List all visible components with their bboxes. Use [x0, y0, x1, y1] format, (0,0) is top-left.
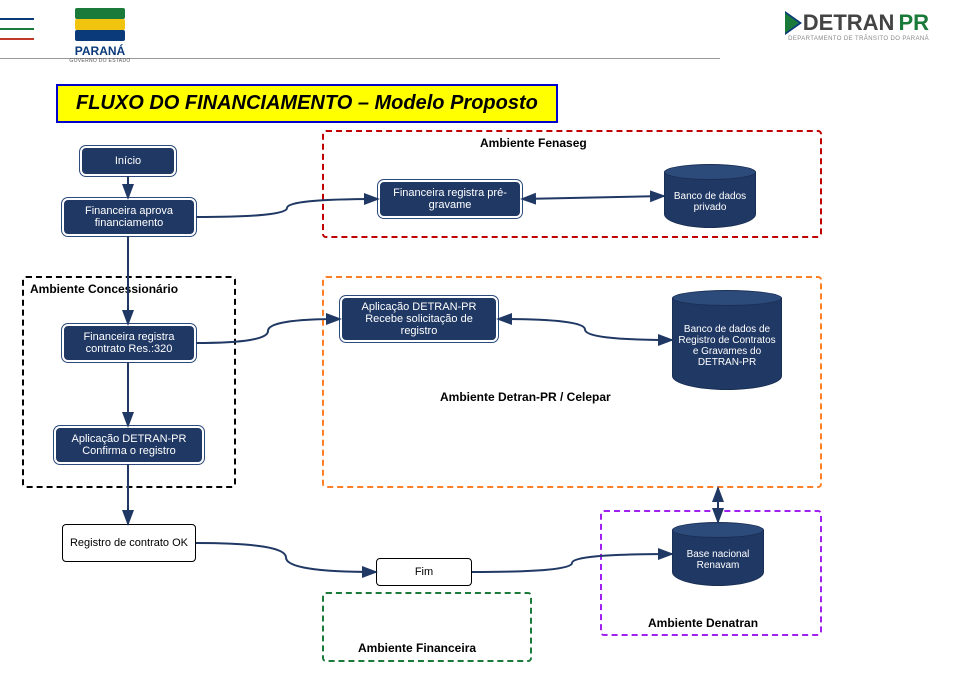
page-header: PARANÁ GOVERNO DO ESTADO DETRANPR DEPART… [0, 0, 959, 80]
detran-suffix: PR [898, 10, 929, 36]
header-line-2 [0, 28, 34, 30]
parana-sublabel: GOVERNO DO ESTADO [40, 58, 160, 64]
detran-logo: DETRANPR DEPARTAMENTO DE TRÂNSITO DO PAR… [785, 10, 929, 42]
parana-logo: PARANÁ GOVERNO DO ESTADO [40, 8, 160, 68]
parana-flag-icon [75, 8, 125, 42]
node-regok: Registro de contrato OK [62, 524, 196, 562]
detran-sublabel: DEPARTAMENTO DE TRÂNSITO DO PARANÁ [785, 36, 929, 42]
cylinder-privado: Banco de dados privado [664, 164, 756, 228]
header-line-3 [0, 38, 34, 40]
node-confirma: Aplicação DETRAN-PR Confirma o registro [54, 426, 204, 464]
detran-arrow-icon [785, 13, 799, 33]
node-recebe: Aplicação DETRAN-PR Recebe solicitação d… [340, 296, 498, 342]
diagram-canvas: FLUXO DO FINANCIAMENTO – Modelo Proposto… [0, 80, 959, 678]
detran-label: DETRAN [803, 10, 895, 36]
node-pregrav: Financeira registra pré-gravame [378, 180, 522, 218]
node-inicio: Início [80, 146, 176, 176]
node-res320: Financeira registra contrato Res.:320 [62, 324, 196, 362]
diagram-title: FLUXO DO FINANCIAMENTO – Modelo Proposto [56, 84, 558, 123]
region-celepar-label: Ambiente Detran-PR / Celepar [440, 390, 611, 404]
region-financeira-label: Ambiente Financeira [358, 641, 476, 655]
region-denatran-label: Ambiente Denatran [648, 616, 758, 630]
cylinder-contratos: Banco de dados de Registro de Contratos … [672, 290, 782, 390]
header-line-1 [0, 18, 34, 20]
node-aprova: Financeira aprova financiamento [62, 198, 196, 236]
cylinder-renavam: Base nacional Renavam [672, 522, 764, 586]
region-concessionario-label: Ambiente Concessionário [30, 282, 178, 296]
diagram-title-text: FLUXO DO FINANCIAMENTO – Modelo Proposto [76, 92, 538, 114]
region-fenaseg-label: Ambiente Fenaseg [480, 136, 587, 150]
parana-label: PARANÁ [40, 44, 160, 58]
node-fim: Fim [376, 558, 472, 586]
